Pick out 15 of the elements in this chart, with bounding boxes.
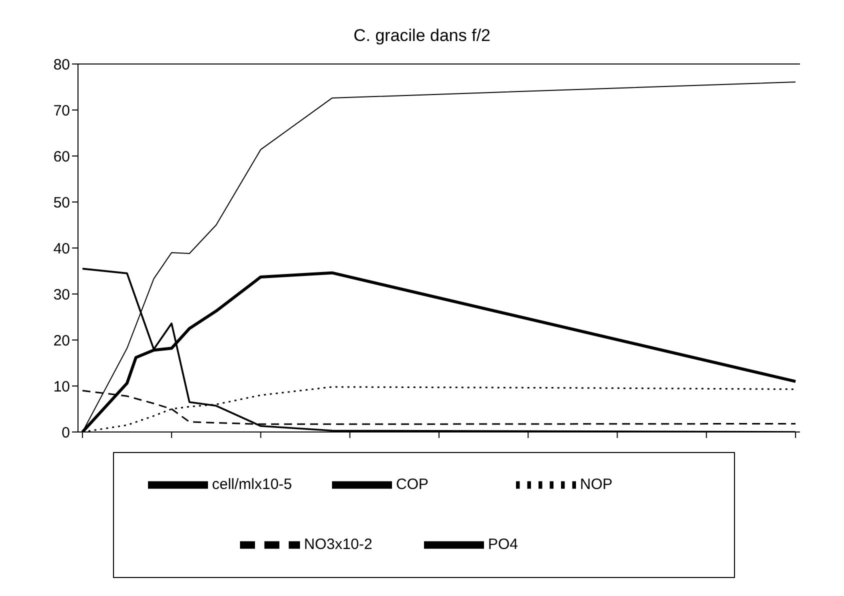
y-tick-label: 0	[62, 424, 70, 442]
legend-label: cell/mlx10-5	[212, 476, 294, 493]
y-tick-label: 50	[53, 194, 70, 212]
y-tick-label: 10	[53, 378, 70, 396]
y-tick-label: 80	[53, 56, 70, 74]
y-tick-label: 40	[53, 240, 70, 258]
legend-label: NO3x10-2	[304, 536, 374, 553]
y-tick-label: 70	[53, 102, 70, 120]
chart-title: C. gracile dans f/2	[352, 26, 492, 46]
y-tick-label: 60	[53, 148, 70, 166]
y-tick-label: 20	[53, 332, 70, 350]
y-tick-label: 30	[53, 286, 70, 304]
legend-label: PO4	[488, 536, 520, 553]
legend-label: COP	[396, 476, 430, 493]
legend-label: NOP	[580, 476, 614, 493]
